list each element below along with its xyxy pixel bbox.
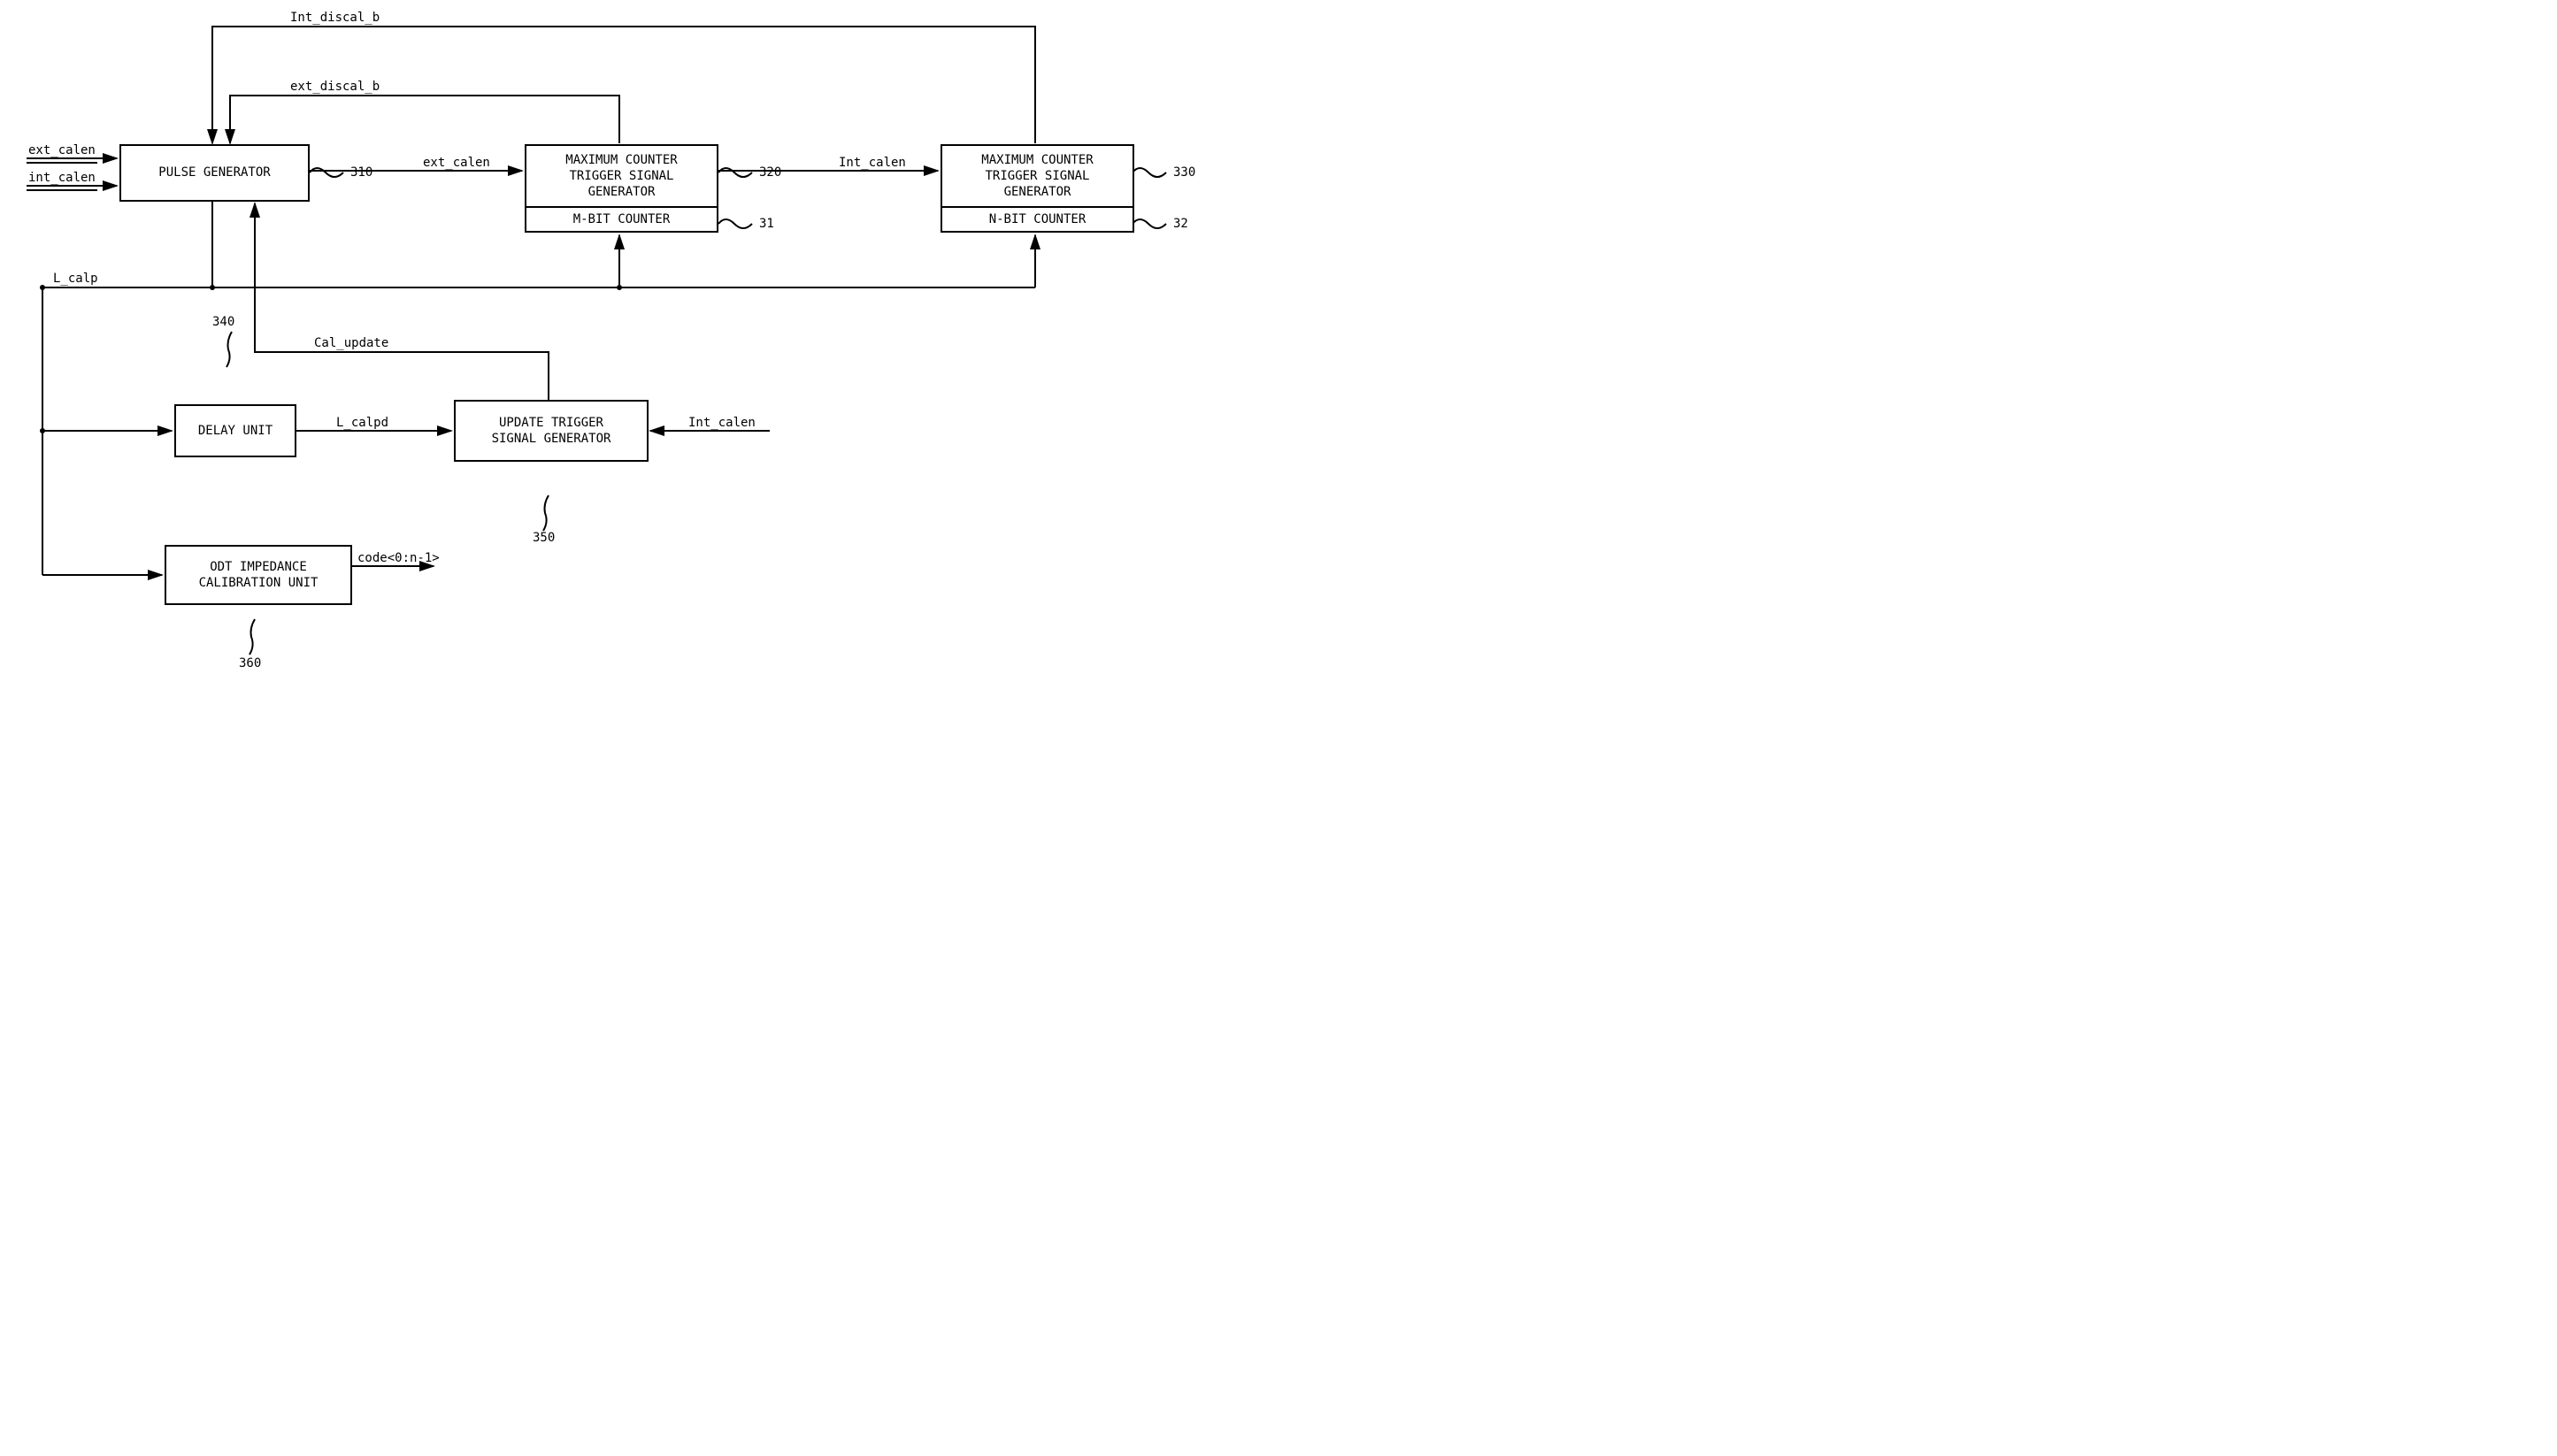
ref-340: 340: [212, 315, 234, 329]
odt-impedance-block: ODT IMPEDANCE CALIBRATION UNIT: [165, 545, 352, 605]
max-counter-trigger-2-top: MAXIMUM COUNTER TRIGGER SIGNAL GENERATOR: [981, 146, 1093, 206]
int-calen-right-label: Int_calen: [688, 416, 756, 430]
l-calpd-label: L_calpd: [336, 416, 388, 430]
ref-31: 31: [759, 217, 774, 231]
max-counter-trigger-1-top: MAXIMUM COUNTER TRIGGER SIGNAL GENERATOR: [565, 146, 677, 206]
update-trigger-label: UPDATE TRIGGER SIGNAL GENERATOR: [492, 415, 611, 447]
ext-calen-in-label: ext_calen: [28, 143, 96, 157]
ref-330: 330: [1173, 165, 1195, 180]
delay-unit-block: DELAY UNIT: [174, 404, 296, 457]
ref-32: 32: [1173, 217, 1188, 231]
pulse-generator-label: PULSE GENERATOR: [158, 165, 270, 180]
n-bit-counter: N-BIT COUNTER: [942, 206, 1133, 231]
int-calen-in-label: int_calen: [28, 171, 96, 185]
ref-360: 360: [239, 656, 261, 671]
code-label: code<0:n-1>: [357, 551, 440, 565]
int-calen-mid-label: Int_calen: [839, 156, 906, 170]
max-counter-trigger-1-block: MAXIMUM COUNTER TRIGGER SIGNAL GENERATOR…: [525, 144, 718, 233]
update-trigger-block: UPDATE TRIGGER SIGNAL GENERATOR: [454, 400, 649, 462]
ref-310: 310: [350, 165, 372, 180]
ext-discal-b-label: ext_discal_b: [290, 80, 380, 94]
ext-calen-mid-label: ext_calen: [423, 156, 490, 170]
cal-update-label: Cal_update: [314, 336, 388, 350]
diagram-canvas: PULSE GENERATOR MAXIMUM COUNTER TRIGGER …: [0, 0, 1278, 728]
l-calp-label: L_calp: [53, 272, 98, 286]
max-counter-trigger-2-block: MAXIMUM COUNTER TRIGGER SIGNAL GENERATOR…: [941, 144, 1134, 233]
connections-svg: [0, 0, 1278, 728]
ref-320: 320: [759, 165, 781, 180]
int-discal-b-label: Int_discal_b: [290, 11, 380, 25]
ref-350: 350: [533, 531, 555, 545]
delay-unit-label: DELAY UNIT: [198, 423, 273, 439]
m-bit-counter: M-BIT COUNTER: [526, 206, 717, 231]
odt-impedance-label: ODT IMPEDANCE CALIBRATION UNIT: [199, 559, 319, 591]
pulse-generator-block: PULSE GENERATOR: [119, 144, 310, 202]
